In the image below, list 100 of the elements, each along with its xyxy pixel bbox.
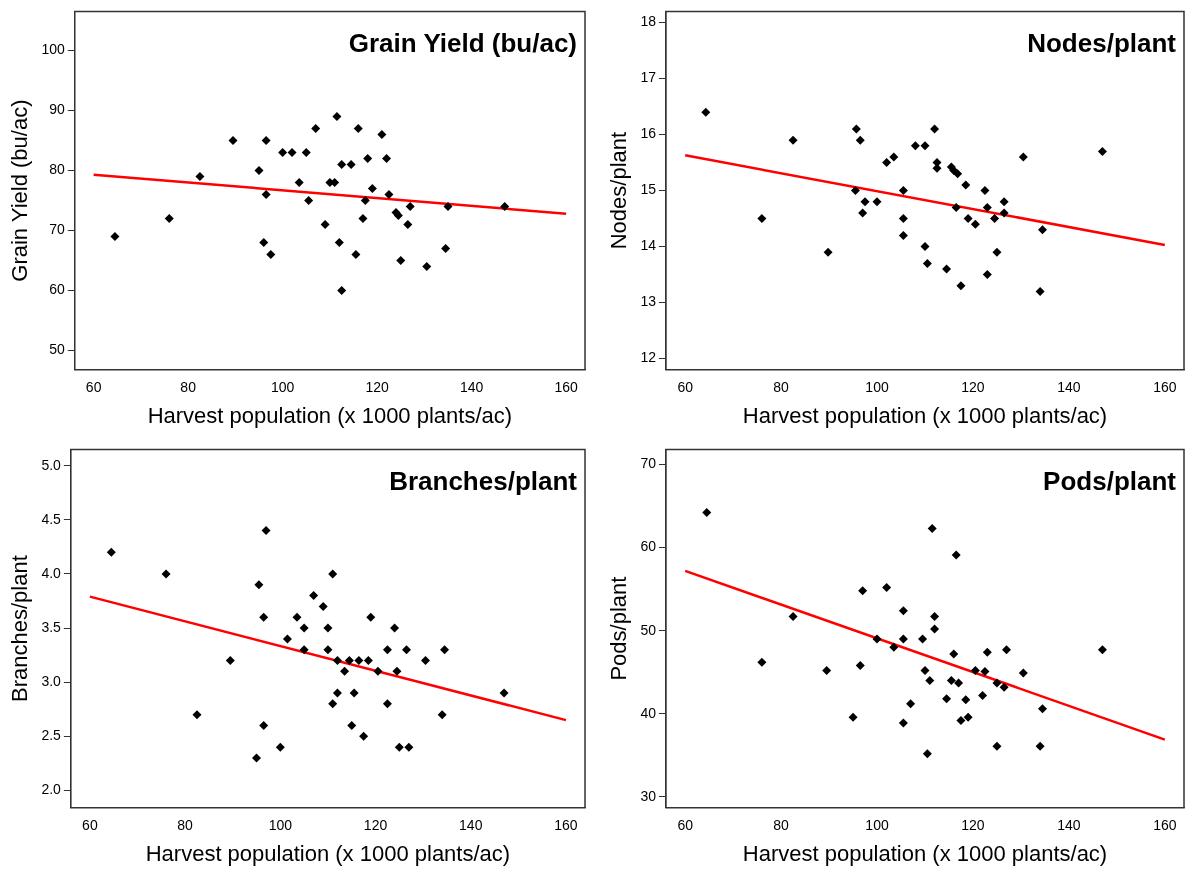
point <box>440 645 450 655</box>
point <box>421 656 431 666</box>
point <box>858 208 868 218</box>
point <box>906 699 916 709</box>
point <box>956 281 966 291</box>
point <box>898 634 908 644</box>
point <box>346 159 356 169</box>
y-tick-label: 5.0 <box>41 456 62 473</box>
x-tick-label: 160 <box>554 379 578 396</box>
point <box>323 645 333 655</box>
text: Pods/plant <box>1043 465 1177 496</box>
y-tick-label: 40 <box>640 704 657 721</box>
x-tick-label: 140 <box>1057 379 1081 396</box>
x-tick-label: 160 <box>1153 817 1177 834</box>
y-tick-label: 17 <box>640 69 657 86</box>
point <box>443 202 453 212</box>
point <box>823 247 833 257</box>
point <box>254 165 264 175</box>
point <box>359 731 369 741</box>
x-tick-label: 60 <box>85 379 102 396</box>
point <box>850 186 860 196</box>
point <box>382 645 392 655</box>
y-tick-label: 4.5 <box>41 510 62 527</box>
point <box>301 147 311 157</box>
y-tick-label: 70 <box>640 455 657 472</box>
y-tick-label: 80 <box>49 161 65 178</box>
point <box>898 230 908 240</box>
point <box>999 197 1009 207</box>
x-tick-label: 100 <box>270 379 295 396</box>
point <box>930 612 940 622</box>
point <box>394 742 404 752</box>
x-tick-label: 100 <box>865 817 889 834</box>
point <box>328 699 338 709</box>
y-tick-label: 3.0 <box>41 673 62 690</box>
point <box>349 688 359 698</box>
point <box>963 214 973 224</box>
point <box>898 214 908 224</box>
x-tick-label: 60 <box>82 817 98 834</box>
point <box>970 666 980 676</box>
point <box>299 645 309 655</box>
point <box>898 606 908 616</box>
point <box>332 656 342 666</box>
point <box>882 158 892 168</box>
y-tick-label: 16 <box>640 125 657 142</box>
point <box>354 656 364 666</box>
point <box>344 656 354 666</box>
x-tick-label: 160 <box>1153 379 1177 396</box>
point <box>405 202 415 212</box>
point <box>1038 225 1047 235</box>
point <box>363 153 373 163</box>
point <box>990 214 1000 224</box>
point <box>949 649 959 659</box>
y-axis-title: Pods/plant <box>606 576 632 681</box>
point <box>337 286 347 296</box>
x-tick-label: 100 <box>268 817 293 834</box>
x-tick-label: 120 <box>961 379 985 396</box>
point <box>309 591 319 601</box>
point <box>437 710 447 720</box>
x-tick-label: 80 <box>773 379 790 396</box>
point <box>382 699 392 709</box>
x-tick-label: 140 <box>459 379 484 396</box>
x-tick-label: 120 <box>961 817 985 834</box>
point <box>942 264 952 274</box>
point <box>254 580 264 590</box>
point <box>999 682 1009 692</box>
x-tick-label: 100 <box>865 379 889 396</box>
point <box>390 623 400 633</box>
point <box>701 107 711 117</box>
point <box>757 214 767 224</box>
point <box>332 111 342 121</box>
y-tick-label: 30 <box>640 787 657 804</box>
point <box>294 178 304 187</box>
point <box>889 642 899 652</box>
point <box>1018 668 1028 678</box>
point <box>367 184 377 193</box>
point <box>282 634 292 644</box>
point <box>982 647 992 657</box>
point <box>872 634 882 644</box>
point <box>401 645 411 655</box>
point <box>855 661 865 671</box>
point <box>404 742 414 752</box>
x-tick-label: 60 <box>677 817 694 834</box>
y-axis-title: Grain Yield (bu/ac) <box>7 99 33 282</box>
x-axis-title: Harvest population (x 1000 plants/ac) <box>742 840 1108 866</box>
point <box>334 238 344 248</box>
x-tick-label: 120 <box>363 817 388 834</box>
point <box>373 666 383 676</box>
y-tick-label: 18 <box>640 13 657 30</box>
y-tick-label: 90 <box>49 101 65 118</box>
x-tick-label: 80 <box>773 817 790 834</box>
point <box>422 262 432 272</box>
y-tick-label: 50 <box>49 341 65 358</box>
y-tick-label: 14 <box>640 237 657 254</box>
point <box>1038 704 1047 714</box>
point <box>920 242 930 252</box>
point <box>259 612 269 622</box>
point <box>898 186 908 196</box>
y-axis-title: Branches/plant <box>7 555 33 702</box>
point <box>942 694 952 704</box>
y-tick-label: 50 <box>640 621 657 638</box>
